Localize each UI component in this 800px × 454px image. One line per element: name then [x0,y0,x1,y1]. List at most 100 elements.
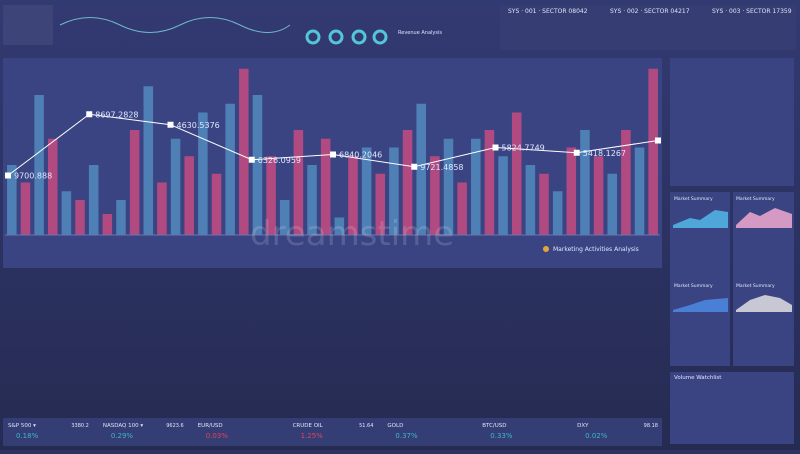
bar [307,165,317,235]
bar [334,217,345,235]
bar [389,147,399,235]
gauges [305,29,388,45]
summary-title: Market Summary [736,283,775,289]
ticker-name: S&P 500 ▾ [8,423,36,429]
bar [266,156,276,235]
line-point [167,121,174,128]
sector-panel [500,5,796,50]
chart-panel [3,58,662,268]
bar [116,200,126,235]
bar [157,182,167,235]
sector: SYS · 003 · SECTOR 17359 [712,8,792,15]
summary-title: Market Summary [674,283,713,289]
bar [593,156,604,235]
bar [20,182,31,235]
bar [361,147,372,235]
bar [34,95,44,235]
bar [61,191,72,235]
bar [88,165,99,235]
ticker: S&P 500 ▾ 3380.2 0.18% NASDAQ 100 ▾ 9623.6 0.… [3,418,662,446]
bar [239,68,249,235]
bar [416,103,426,235]
ticker-price: 3380.2 [71,423,89,429]
line-point [86,111,93,118]
point-label: 4630.5376 [177,121,220,130]
line-point [492,144,499,151]
bar [621,130,631,235]
ticker-name: NASDAQ 100 ▾ [103,423,143,429]
title-dot [543,246,549,252]
bar [211,173,222,235]
bar [225,103,235,235]
ticker-change: 0.37% [395,432,418,440]
ticker-name: DXY [577,423,589,429]
bar [129,130,140,235]
bar [47,138,58,235]
bar [293,130,304,235]
summary-title: Market Summary [736,196,775,202]
bar [348,156,358,235]
watchlist-title: Volume Watchlist [674,375,722,381]
ticker-name: CRUDE OIL [293,423,324,429]
bar [170,138,181,235]
bar [252,95,263,235]
line-point [5,172,11,179]
chart: 9700.888 8697.2828 4630.5376 6326.0959 6840.… [5,68,661,236]
bar [184,156,194,235]
ticker-price: 9623.6 [166,423,184,429]
bar [443,138,454,235]
bar [648,68,658,235]
point-label: 5418.1267 [583,149,626,158]
side-panels [670,58,794,444]
ticker-change: 0.03% [206,432,229,440]
bar [7,165,17,235]
ticker-change: 0.29% [111,432,134,440]
ticker-change: 1.25% [301,432,324,440]
bar [525,165,536,235]
bar [430,156,440,235]
bar [511,112,522,235]
point-label: 6326.0959 [258,156,301,165]
bar [634,147,645,235]
line-point [411,163,418,170]
sector: SYS · 002 · SECTOR 04217 [610,8,690,15]
summary-title: Market Summary [674,196,713,202]
line-point [573,149,580,156]
bar [539,173,549,235]
bar [143,86,154,235]
ticker-change: 0.18% [16,432,39,440]
bar [457,182,467,235]
chart-title: Marketing Activities Analysis [553,246,639,253]
ticker-name: EUR/USD [198,423,223,429]
revenue-title: Revenue Analysis [398,30,442,36]
bar [198,112,208,235]
bar [75,200,85,235]
bar [279,200,290,235]
ticker-price: 98.18 [644,423,658,429]
sector: SYS · 001 · SECTOR 08042 [508,8,588,15]
point-label: 6840.2046 [339,151,382,160]
bar [552,191,563,235]
watermark: dreamstime [250,214,454,254]
bar [402,130,413,235]
ticker-change: 0.02% [585,432,608,440]
bar [320,138,331,235]
ticker-price: 51.64 [359,423,373,429]
bar [580,130,590,235]
wave [59,17,291,33]
bar [102,214,113,235]
bar [498,156,508,235]
bar [566,147,577,235]
bar [484,130,495,235]
point-label: 9721.4858 [420,163,463,172]
mini-panel [3,5,53,45]
point-label: 8697.2828 [95,110,138,119]
ticker-change: 0.33% [490,432,513,440]
line-point [248,156,255,163]
ticker-bar [3,418,662,446]
ticker-name: BTC/USD [482,423,506,429]
line-point [655,137,661,144]
ticker-name: GOLD [387,423,403,429]
bar [375,173,386,235]
